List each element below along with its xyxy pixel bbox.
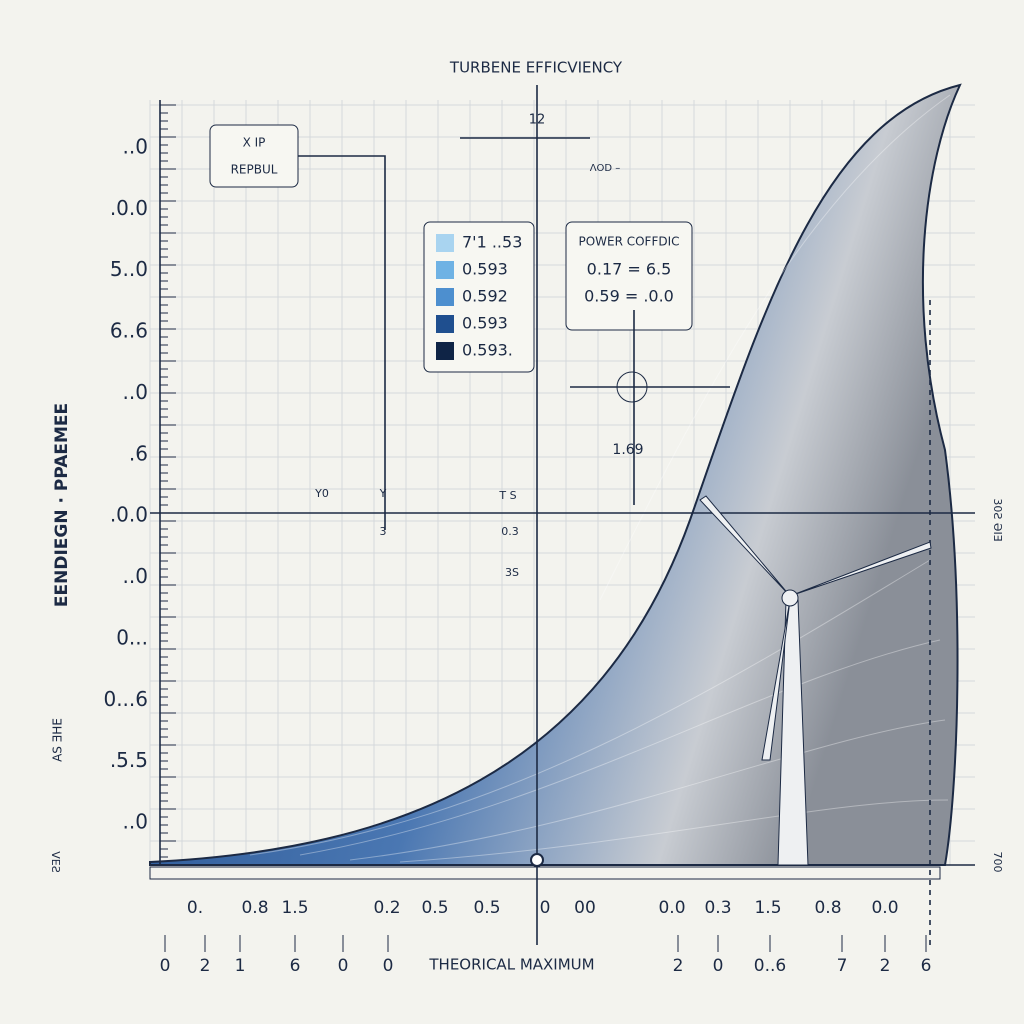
curve-hatching: [249, 94, 951, 863]
y-tick-label: .0.0: [110, 503, 148, 527]
x-tick-label-2: 0: [383, 956, 394, 976]
note-line1: X IP: [243, 136, 266, 150]
legend-label: 0.593: [462, 260, 508, 279]
right-label: 30Ƨ ƏIƎ: [991, 498, 1004, 541]
x-tick-label: 0.0: [871, 898, 898, 918]
mid-label: Y0: [314, 487, 329, 500]
x-tick-label: 0.8: [814, 898, 841, 918]
legend-label: 7'1 ..53: [462, 233, 522, 252]
power-line2: 0.59 = .0.0: [584, 287, 674, 306]
legend-swatch: [436, 261, 454, 279]
point-label: 1.69: [612, 442, 643, 458]
turbine: [699, 495, 932, 866]
x-tick-label: 0.2: [373, 898, 400, 918]
legend-label: 0.592: [462, 287, 508, 306]
legend: 7'1 ..53 0.593 0.592 0.593 0.593.: [436, 233, 522, 360]
x-tick-label-2: 0: [160, 956, 171, 976]
title: TURBENE EFFICVIENCY: [449, 59, 623, 77]
x-tick-label: 1.5: [281, 898, 308, 918]
marker: [530, 853, 544, 867]
x-tick-label-2: 6: [921, 956, 932, 976]
y-tick-label: .0.0: [110, 196, 148, 220]
x-scale-bar: [149, 866, 941, 880]
power-box: [565, 221, 693, 331]
power-line1: 0.17 = 6.5: [587, 260, 672, 279]
mid-label: 3S: [505, 566, 519, 579]
x-tick-label-2: 1: [235, 956, 246, 976]
y-axis-label-2: AS ƎHE: [51, 718, 65, 762]
mid-label: 0.3: [501, 525, 519, 538]
y-tick-label: 6..6: [110, 319, 148, 343]
y-tick-label: .5.5: [110, 748, 148, 772]
top-marker: 12: [529, 113, 546, 128]
mid-label: Y: [379, 487, 387, 500]
efficiency-curve: [149, 83, 962, 866]
ticks: ..0 .0.0 5..0 6..6 ..0 .6 .0.0 ..0 0... 0...6 .5.5…: [103, 135, 931, 977]
y-axis-label: EENDIEGN · PPAEMEE: [52, 403, 72, 607]
x-tick-label: 0.5: [421, 898, 448, 918]
x-axis-label: THEORICAL MAXIMUM: [428, 956, 594, 974]
legend-swatch: [436, 234, 454, 252]
power-title: POWER COFFDIC: [578, 235, 679, 249]
note-box: [209, 124, 299, 188]
top-note: ɅOD –: [590, 163, 621, 174]
mid-label: T S: [498, 489, 516, 502]
x-tick-label: 0.0: [658, 898, 685, 918]
y-tick-label: 5..0: [110, 257, 148, 281]
x-tick-label-2: 2: [880, 956, 891, 976]
note-leader: [298, 155, 386, 530]
legend-swatch: [436, 315, 454, 333]
x-tick-label: 0: [540, 898, 551, 918]
y-tick-label: ..0: [123, 380, 148, 404]
x-tick-label-2: 2: [673, 956, 684, 976]
legend-label: 0.593: [462, 314, 508, 333]
x-tick-label: 0.: [187, 898, 203, 918]
y-tick-label: ..0: [123, 564, 148, 588]
legend-swatch: [436, 342, 454, 360]
x-tick-label-2: 7: [837, 956, 848, 976]
legend-box: [423, 221, 535, 373]
legend-label: 0.593.: [462, 341, 513, 360]
x-tick-label: 0.3: [704, 898, 731, 918]
left-corner: VEƧ: [49, 851, 62, 872]
y-tick-label: .6: [129, 441, 148, 465]
x-tick-label-2: 6: [290, 956, 301, 976]
y-tick-label: 0...: [116, 625, 148, 649]
note-line2: REPBUL: [231, 163, 278, 177]
y-tick-label: ..0: [123, 810, 148, 834]
y-tick-label: 0...6: [103, 687, 148, 711]
x-tick-label: 0.5: [473, 898, 500, 918]
x-tick-label: 1.5: [754, 898, 781, 918]
x-tick-label-2: 0: [338, 956, 349, 976]
mid-label: 3: [380, 525, 387, 538]
x-tick-label: 0.8: [241, 898, 268, 918]
legend-swatch: [436, 288, 454, 306]
x-tick-label-2: 0..6: [754, 956, 786, 976]
x-tick-label-2: 0: [713, 956, 724, 976]
x-tick-label: 00: [574, 898, 596, 918]
right-corner: 700: [991, 852, 1004, 873]
y-tick-label: ..0: [123, 135, 148, 159]
x-tick-label-2: 2: [200, 956, 211, 976]
